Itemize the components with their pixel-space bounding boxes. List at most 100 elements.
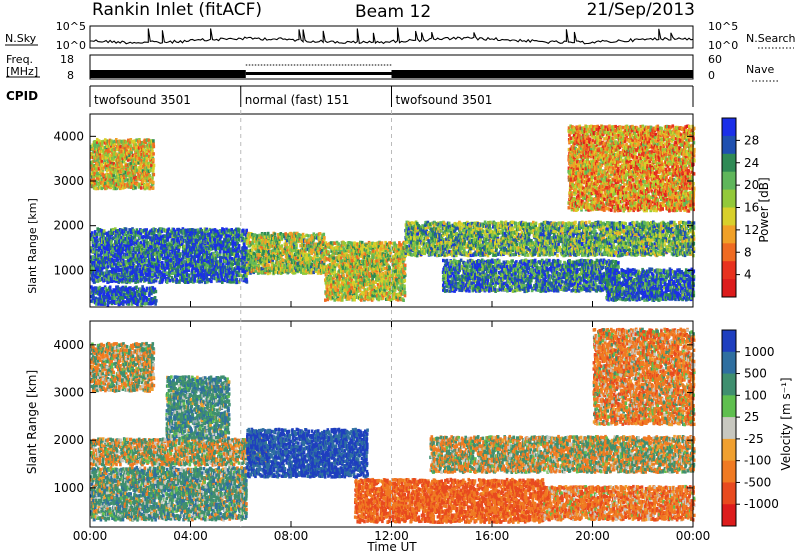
heatmap-cell (341, 298, 344, 301)
cpid-segments: twofsound 3501 normal (fast) 151 twofsound… (90, 86, 693, 107)
heatmap-cell (245, 246, 248, 249)
heatmap-cell (245, 278, 248, 281)
date-label: 21/Sep/2013 (587, 0, 695, 20)
heatmap-cell (219, 256, 222, 259)
noise-sky-label: N.Sky (5, 32, 37, 45)
heatmap-cell (194, 256, 197, 259)
heatmap-cell (155, 299, 158, 302)
heatmap-cell (140, 232, 143, 235)
heatmap-cell (311, 263, 314, 266)
heatmap-cell (311, 252, 314, 255)
cpid-segment-label: twofsound 3501 (94, 93, 191, 107)
heatmap-cell (340, 256, 343, 259)
heatmap-cell (274, 232, 277, 235)
freq-tick-bottom: 8 (67, 69, 74, 82)
heatmap-cell (197, 231, 200, 234)
heatmap-cell (125, 228, 128, 231)
heatmap-cell (302, 272, 305, 275)
heatmap-cell (404, 294, 407, 297)
cpid-panel: CPID twofsound 3501 normal (fast) 151 twof… (6, 86, 693, 107)
heatmap-cell (342, 274, 345, 277)
heatmap-cell (404, 291, 407, 294)
heatmap-cell (389, 296, 392, 299)
heatmap-cell (166, 271, 169, 274)
heatmap-cell (303, 235, 306, 238)
freq-trace (90, 65, 693, 78)
noise-panel: N.Sky 10^5 10^0 10^5 10^0 N.Search (5, 20, 796, 52)
heatmap-cell (92, 295, 95, 298)
heatmap-cell (146, 287, 149, 290)
heatmap-cell (372, 280, 375, 283)
heatmap-cell (295, 243, 298, 246)
heatmap-cell (226, 234, 229, 237)
heatmap-cell (203, 277, 206, 280)
cpid-segment-label: normal (fast) 151 (245, 93, 349, 107)
heatmap-cell (347, 282, 350, 285)
freq-segment (246, 72, 392, 75)
noise-right-tick-top: 10^5 (708, 20, 738, 33)
heatmap-cell (122, 236, 125, 239)
heatmap-cell (323, 233, 326, 236)
heatmap-cell (267, 263, 270, 266)
heatmap-cell (142, 235, 145, 238)
heatmap-cell (404, 279, 407, 282)
heatmap-cell (144, 292, 147, 295)
heatmap-cell (389, 244, 392, 247)
heatmap-cell (183, 245, 186, 248)
heatmap-cell (318, 236, 321, 239)
heatmap-cell (199, 237, 202, 240)
heatmap-cell (406, 245, 409, 248)
cpid-label: CPID (6, 89, 38, 103)
heatmap-cell (164, 244, 167, 247)
heatmap-cell (136, 303, 139, 306)
heatmap-cell (150, 245, 153, 248)
heatmap-cell (410, 221, 413, 224)
heatmap-cell (337, 289, 340, 292)
noise-left-tick-bottom: 10^0 (56, 39, 86, 52)
heatmap-cell (323, 236, 326, 239)
heatmap-cell (188, 274, 191, 277)
heatmap-cell (404, 267, 407, 270)
heatmap-cell (343, 249, 346, 252)
heatmap-cell (404, 264, 407, 267)
heatmap-cell (219, 250, 222, 253)
heatmap-cell (154, 248, 157, 251)
heatmap-cell (232, 263, 235, 266)
heatmap-cell (253, 252, 256, 255)
heatmap-cell (137, 280, 140, 283)
heatmap-cell (333, 298, 336, 301)
heatmap-cell (220, 260, 223, 263)
heatmap-cell (327, 250, 330, 253)
heatmap-cell (243, 243, 246, 246)
noise-left-tick-top: 10^5 (56, 20, 86, 33)
heatmap-cell (188, 245, 191, 248)
heatmap-cell (275, 266, 278, 269)
freq-segment (90, 70, 246, 78)
heatmap-cell (403, 284, 406, 287)
freq-panel: Freq. [MHz] 18 8 60 0 Nave (6, 53, 780, 82)
heatmap-cell (388, 291, 391, 294)
freq-label-line2: [MHz] (6, 65, 38, 78)
heatmap-cell (163, 273, 166, 276)
heatmap-cell (154, 302, 157, 305)
noise-search-label: N.Search (746, 32, 796, 45)
heatmap-cell (402, 299, 405, 302)
heatmap-cell (284, 232, 287, 235)
freq-tick-top: 18 (60, 53, 74, 66)
heatmap-cell (151, 273, 154, 276)
heatmap-cell (388, 266, 391, 269)
heatmap-cell (169, 279, 172, 282)
heatmap-cell (245, 229, 248, 232)
heatmap-cell (224, 265, 227, 268)
heatmap-cell (404, 272, 407, 275)
heatmap-cell (194, 277, 197, 280)
heatmap-cell (280, 244, 283, 247)
noise-panel-frame (90, 26, 693, 48)
heatmap-cell (406, 241, 409, 244)
heatmap-cell (221, 281, 224, 284)
heatmap-cell (377, 298, 380, 301)
heatmap-cell (381, 241, 384, 244)
heatmap-cell (353, 295, 356, 298)
heatmap-cell (324, 299, 327, 302)
